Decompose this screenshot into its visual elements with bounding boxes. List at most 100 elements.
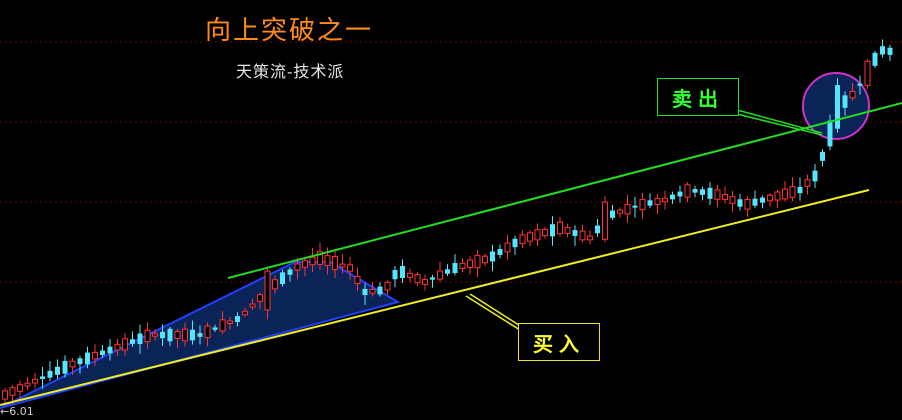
candle-body (309, 256, 316, 266)
candle-body (219, 319, 226, 332)
candle-body (707, 187, 713, 199)
candle-body (324, 255, 331, 266)
candle-body (737, 199, 743, 207)
candle-body (700, 189, 705, 195)
candle-body (722, 194, 728, 200)
candle-body (482, 255, 488, 264)
candle-body (144, 329, 151, 343)
candle-body (692, 189, 698, 193)
candle-body (842, 95, 848, 108)
candle-body (100, 350, 105, 356)
buy-pointer-1 (465, 295, 521, 331)
candle-body (227, 320, 233, 325)
candle-body (302, 260, 308, 268)
candle-body (654, 197, 661, 206)
candle-body (32, 378, 38, 384)
candle-body (490, 251, 495, 262)
candle-body (407, 272, 413, 278)
candle-body (647, 200, 653, 206)
candle-body (130, 339, 135, 344)
candle-body (504, 242, 511, 253)
candle-body (887, 47, 893, 55)
candle-body (812, 170, 818, 182)
candles (2, 39, 893, 405)
candle-body (864, 60, 871, 86)
candle-body (174, 331, 181, 339)
candle-body (160, 331, 165, 339)
candle-body (204, 325, 211, 339)
candle-body (782, 188, 788, 200)
candle-body (85, 352, 90, 365)
candle-body (17, 384, 23, 392)
candle-body (497, 249, 503, 255)
candle-body (152, 333, 158, 337)
candle-body (242, 310, 248, 316)
candle-body (459, 262, 466, 269)
chart-title: 向上突破之一 (205, 16, 374, 46)
candle-body (280, 272, 285, 285)
candle-body (77, 358, 83, 365)
candle-body (339, 263, 346, 268)
candle-body (430, 277, 435, 280)
sell-label: 卖出 (657, 78, 739, 116)
candle-body (820, 151, 825, 161)
candle-body (579, 230, 586, 241)
buy-pointer-2 (469, 293, 523, 328)
candle-body (47, 370, 53, 378)
candle-body (774, 191, 781, 201)
candle-body (572, 230, 578, 236)
upper-trendline (227, 102, 902, 279)
candle-body (587, 235, 593, 241)
candle-body (542, 228, 548, 237)
candle-body (137, 333, 143, 344)
candle-body (744, 198, 751, 210)
candle-body (445, 269, 450, 274)
candle-body (197, 333, 203, 337)
candle-body (317, 251, 323, 265)
candle-body (377, 286, 383, 295)
candle-body (880, 46, 885, 55)
buy-label: 买入 (518, 323, 600, 361)
candle-body (684, 184, 691, 198)
sell-pointer-1 (736, 109, 823, 134)
candle-body (212, 327, 218, 330)
candle-body (527, 232, 533, 242)
candle-body (249, 303, 256, 308)
candle-body (467, 259, 473, 268)
candle-body (872, 52, 878, 66)
candle-body (384, 281, 391, 291)
candle-body (369, 288, 376, 294)
candle-body (167, 328, 173, 342)
candle-body (2, 390, 8, 400)
candle-body (474, 254, 481, 269)
candle-body (354, 276, 361, 284)
candle-body (849, 90, 856, 99)
candle-body (789, 186, 796, 198)
candle-body (624, 203, 631, 215)
candle-body (564, 227, 571, 234)
candle-body (557, 221, 563, 235)
candle-body (422, 279, 428, 285)
sell-pointer-2 (736, 113, 823, 136)
candle-body (534, 229, 541, 241)
candle-body (332, 256, 338, 270)
candle-body (235, 316, 240, 323)
candle-body (804, 179, 811, 187)
lower-trendline (0, 189, 870, 406)
candle-body (257, 294, 263, 302)
candle-body (272, 279, 278, 290)
candle-body (617, 209, 623, 214)
candle-body (55, 366, 60, 375)
candle-body (595, 225, 600, 234)
candle-body (767, 194, 773, 202)
candle-body (182, 328, 188, 342)
chart-subtitle: 天策流-技术派 (236, 62, 345, 81)
candle-body (264, 270, 271, 311)
candle-body (287, 269, 293, 275)
candle-body (602, 201, 608, 240)
candle-body (729, 196, 736, 204)
candle-body (40, 376, 45, 379)
candle-body (512, 238, 518, 248)
price-marker: ←6.01 (0, 405, 34, 418)
candle-body (347, 264, 353, 272)
